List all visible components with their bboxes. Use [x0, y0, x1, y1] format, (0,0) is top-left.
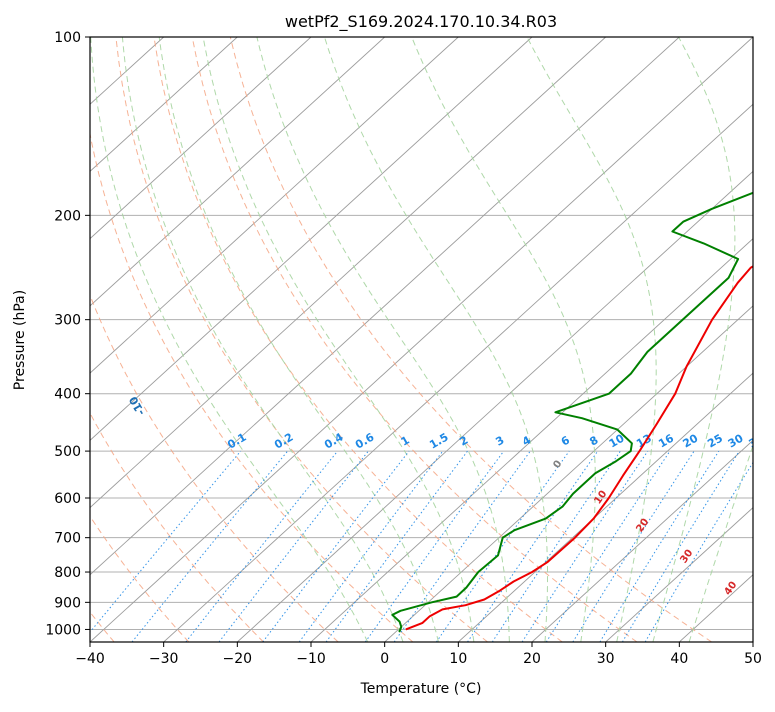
dry-adiabat-line: [191, 37, 638, 642]
isotherm-line: [90, 37, 238, 173]
y-tick-label: 1000: [45, 622, 81, 638]
mixing-ratio-line: [325, 450, 468, 642]
moist-adiabat-line: [652, 37, 736, 642]
isotherm-line: [531, 439, 753, 642]
mixing-ratio-line: [621, 450, 740, 642]
y-tick-label: 900: [54, 595, 81, 611]
dry-adiabat-line: [90, 515, 190, 642]
isotherm-line: [310, 238, 753, 642]
mixing-ratio-line: [185, 450, 338, 642]
dry-adiabat-line: [90, 131, 414, 642]
mixing-ratio-line: [467, 450, 599, 642]
mixing-ratio-line: [90, 450, 242, 633]
y-tick-label: 200: [54, 208, 81, 224]
isotherm-line: [90, 37, 607, 509]
x-axis-label: Temperature (°C): [360, 681, 482, 697]
y-tick-label: 400: [54, 387, 81, 403]
mixing-ratio-line: [298, 450, 444, 642]
isotherm-line: [90, 37, 459, 374]
moist-adiabat-line: [121, 37, 404, 642]
dry-adiabat-line: [90, 412, 264, 642]
mixing-ratio-line: [393, 450, 531, 642]
y-tick-label: 500: [54, 444, 81, 460]
mixing-ratio-line: [521, 450, 649, 642]
isotherm-line: [90, 37, 533, 441]
x-tick-label: 30: [597, 651, 615, 667]
mixing-ratio-line: [131, 450, 288, 642]
mixing-ratio-line: [364, 450, 505, 642]
dry-adiabat-line: [229, 37, 712, 642]
y-tick-label: 700: [54, 531, 81, 547]
mixing-ratio-line: [262, 450, 410, 642]
isotherm-line: [457, 372, 753, 642]
dry-adiabat-line: [115, 37, 488, 642]
plot-frame: [89, 36, 754, 643]
isotherm-line: [90, 37, 680, 576]
y-axis-ticks: 100 200 300 400 500 600 700 800 900 1000: [45, 30, 90, 638]
x-tick-label: 10: [449, 651, 467, 667]
profile-series: [391, 191, 753, 633]
dewpoint-profile-line: [391, 191, 753, 633]
moist-adiabat-line: [90, 37, 369, 642]
chart-title: wetPf2_S169.2024.170.10.34.R03: [285, 12, 557, 32]
y-axis-label: Pressure (hPa): [12, 290, 28, 390]
moist-adiabat-line: [256, 37, 510, 642]
moist-adiabat-line: [688, 443, 753, 642]
isotherm-line: [90, 37, 312, 240]
isotherm-line: [90, 37, 386, 307]
mixing-ratio-line: [435, 450, 570, 642]
moist-adiabat-line: [411, 37, 596, 642]
isotherm-line: [236, 170, 753, 642]
moist-adiabat-line: [526, 37, 657, 642]
x-tick-label: −10: [296, 651, 326, 667]
y-tick-label: 100: [54, 30, 81, 46]
mixing-ratio-label: 36: [746, 431, 766, 450]
mixing-ratio-line: [572, 450, 695, 642]
isotherm-line: [384, 305, 753, 642]
x-tick-label: −20: [223, 651, 253, 667]
moist-adiabat-line: [158, 37, 439, 642]
x-tick-label: −30: [149, 651, 179, 667]
x-tick-label: 0: [380, 651, 389, 667]
x-tick-label: 20: [523, 651, 541, 667]
moist-adiabat-line: [324, 37, 548, 642]
dry-adiabat-line: [153, 37, 563, 642]
mixing-ratio-line: [545, 450, 671, 642]
x-tick-label: −40: [75, 651, 105, 667]
background-lines: [90, 37, 753, 642]
x-tick-label: 40: [670, 651, 688, 667]
x-axis-ticks: −40 −30 −20 −10 0 10 20 30 40 50: [75, 642, 762, 667]
mixing-ratio-line: [491, 450, 621, 642]
temperature-profile-line: [405, 265, 753, 631]
y-tick-label: 600: [54, 491, 81, 507]
y-tick-label: 800: [54, 565, 81, 581]
y-tick-label: 300: [54, 313, 81, 329]
isotherm-line: [90, 37, 753, 642]
isotherm-line: [605, 506, 753, 642]
x-tick-label: 50: [744, 651, 762, 667]
isotherm-line: [163, 103, 753, 642]
